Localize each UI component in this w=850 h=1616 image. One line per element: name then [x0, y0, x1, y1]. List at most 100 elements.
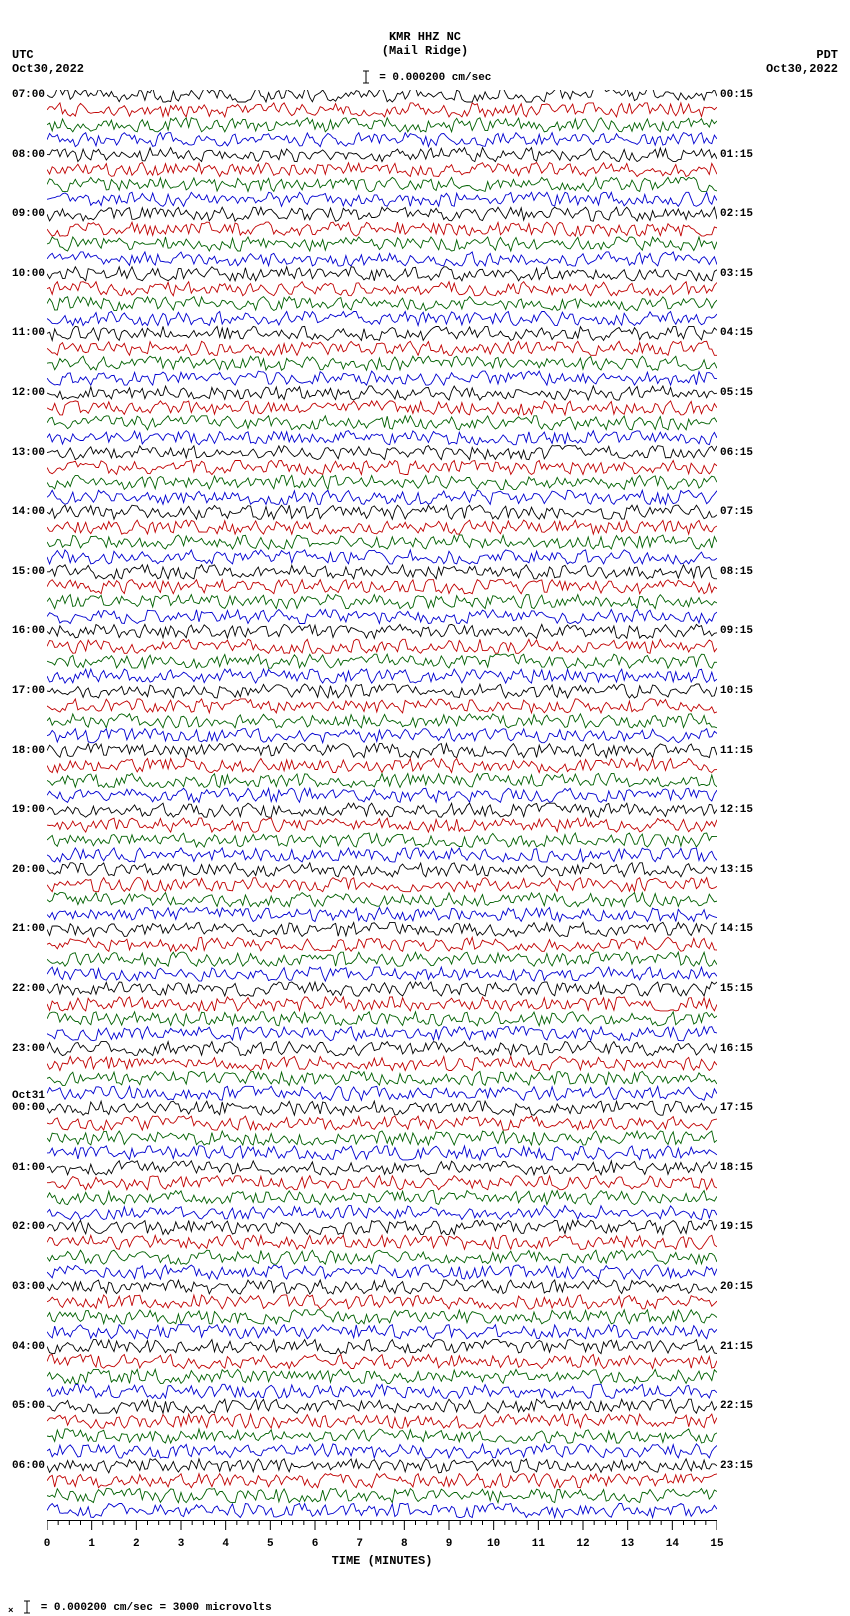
seismic-trace	[47, 759, 717, 773]
seismogram-plot	[47, 90, 717, 1520]
pdt-time-axis: 00:1501:1502:1503:1504:1505:1506:1507:15…	[720, 90, 765, 1520]
seismic-trace	[47, 1176, 717, 1190]
time-label: 04:00	[12, 1342, 45, 1353]
seismic-trace	[47, 1295, 717, 1309]
x-tick-label: 0	[37, 1538, 57, 1550]
seismic-trace	[47, 1027, 717, 1041]
seismic-trace	[47, 1012, 717, 1026]
seismic-trace	[47, 416, 717, 430]
seismic-trace	[47, 878, 717, 892]
seismic-trace	[47, 252, 717, 266]
time-label: 02:15	[720, 209, 753, 220]
station-title: KMR HHZ NC (Mail Ridge)	[0, 30, 850, 58]
x-axis-ticks	[47, 1520, 717, 1540]
seismic-trace	[47, 90, 717, 102]
x-axis: TIME (MINUTES) 0123456789101112131415	[47, 1520, 717, 1545]
seismic-trace	[47, 1384, 717, 1398]
seismic-trace	[47, 580, 717, 594]
seismic-trace	[47, 267, 717, 281]
helicorder-container: KMR HHZ NC (Mail Ridge) = 0.000200 cm/se…	[0, 0, 850, 1613]
seismic-trace	[47, 371, 717, 385]
time-label: 01:00	[12, 1163, 45, 1174]
time-label: 07:15	[720, 507, 753, 518]
time-label: 15:00	[12, 567, 45, 578]
seismic-trace	[47, 1489, 717, 1503]
time-label: 23:15	[720, 1461, 753, 1472]
seismic-trace	[47, 103, 717, 117]
seismic-trace	[47, 908, 717, 922]
seismic-trace	[47, 1310, 717, 1324]
seismic-trace	[47, 282, 717, 296]
time-label: 09:00	[12, 209, 45, 220]
seismic-trace	[47, 341, 717, 355]
time-label: 13:00	[12, 448, 45, 459]
seismic-trace	[47, 863, 717, 877]
x-tick-label: 12	[573, 1538, 593, 1550]
time-label: 21:15	[720, 1342, 753, 1353]
time-label: 22:00	[12, 984, 45, 995]
seismic-trace	[47, 565, 717, 579]
seismic-trace	[47, 744, 717, 758]
time-label: 22:15	[720, 1401, 753, 1412]
time-label: 11:15	[720, 746, 753, 757]
seismic-trace	[47, 326, 717, 340]
time-label: 06:00	[12, 1461, 45, 1472]
seismic-trace	[47, 893, 717, 907]
seismic-trace	[47, 1146, 717, 1160]
time-label: 23:00	[12, 1044, 45, 1055]
seismic-trace	[47, 1206, 717, 1220]
seismic-trace	[47, 654, 717, 668]
time-label: 18:00	[12, 746, 45, 757]
seismic-trace	[47, 431, 717, 445]
seismic-trace	[47, 788, 717, 802]
seismic-trace	[47, 714, 717, 728]
scale-text: = 0.000200 cm/sec	[379, 72, 491, 84]
seismic-trace	[47, 505, 717, 519]
seismic-trace	[47, 401, 717, 415]
time-label: 16:00	[12, 626, 45, 637]
seismic-trace	[47, 207, 717, 221]
seismic-trace	[47, 967, 717, 981]
seismic-trace	[47, 624, 717, 638]
seismic-trace	[47, 982, 717, 996]
time-label: 20:00	[12, 865, 45, 876]
seismic-trace	[47, 803, 717, 817]
time-label: 04:15	[720, 328, 753, 339]
seismic-trace	[47, 475, 717, 489]
time-label: 15:15	[720, 984, 753, 995]
time-label: 09:15	[720, 626, 753, 637]
seismic-trace	[47, 192, 717, 206]
time-label: 08:00	[12, 150, 45, 161]
seismic-trace	[47, 1116, 717, 1130]
station-code: KMR HHZ NC	[389, 30, 461, 44]
footer-text: = 0.000200 cm/sec = 3000 microvolts	[41, 1602, 272, 1614]
seismic-trace	[47, 297, 717, 311]
x-tick-label: 9	[439, 1538, 459, 1550]
time-label: 05:00	[12, 1401, 45, 1412]
x-tick-label: 13	[618, 1538, 638, 1550]
seismic-trace	[47, 237, 717, 251]
x-tick-label: 11	[528, 1538, 548, 1550]
time-label: 21:00	[12, 924, 45, 935]
seismic-trace	[47, 356, 717, 370]
seismic-trace	[47, 1057, 717, 1071]
time-label: 16:15	[720, 1044, 753, 1055]
time-label: 02:00	[12, 1222, 45, 1233]
seismic-trace	[47, 1459, 717, 1473]
x-tick-label: 1	[82, 1538, 102, 1550]
time-label: 12:00	[12, 388, 45, 399]
seismic-trace	[47, 669, 717, 683]
seismic-trace	[47, 1399, 717, 1413]
seismic-trace	[47, 639, 717, 653]
seismic-trace	[47, 952, 717, 966]
seismic-trace	[47, 1340, 717, 1354]
seismic-trace	[47, 1101, 717, 1115]
time-label: 19:15	[720, 1222, 753, 1233]
x-axis-title: TIME (MINUTES)	[47, 1554, 717, 1568]
time-label: 10:15	[720, 686, 753, 697]
left-date: Oct30,2022	[12, 62, 84, 76]
seismic-trace	[47, 997, 717, 1011]
time-label: 11:00	[12, 328, 45, 339]
station-location: (Mail Ridge)	[382, 44, 468, 58]
scale-note: = 0.000200 cm/sec	[0, 70, 850, 84]
